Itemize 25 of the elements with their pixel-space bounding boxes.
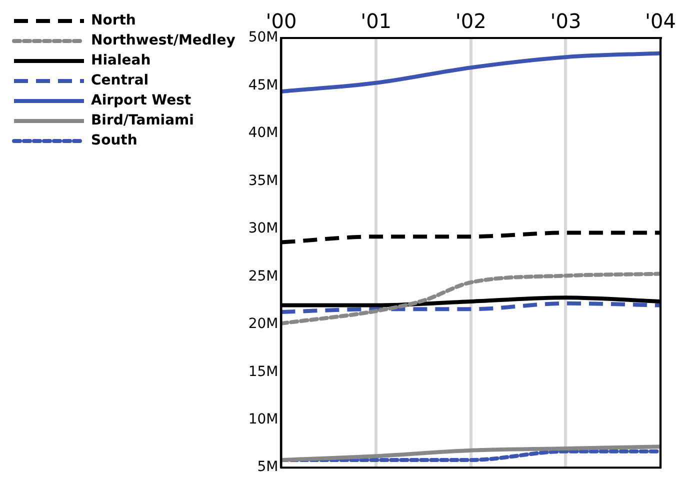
legend-label: South [91,132,138,149]
y-tick-label: 5M [257,459,278,476]
x-tick-label: '01 [360,9,392,34]
legend-label: Northwest/Medley [91,32,236,49]
line-series [281,51,661,94]
line-series [281,444,661,462]
y-tick-label: 40M [248,125,278,142]
x-tick-label: '02 [455,9,486,34]
legend-label: Bird/Tamiami [91,112,194,129]
y-tick-label: 45M [248,77,278,94]
legend-label: North [91,12,136,29]
legend-label: Central [91,72,149,89]
y-tick-label: 25M [248,268,278,284]
x-tick-label: '03 [550,9,582,34]
legend-label: Airport West [91,92,192,109]
x-tick-label: '04 [645,9,676,34]
y-tick-label: 15M [248,364,278,380]
y-tick-label: 50M [248,30,278,46]
y-tick-label: 20M [248,316,278,332]
y-tick-label: 30M [248,220,278,237]
y-tick-label: 10M [248,412,278,428]
line-series [281,301,661,314]
legend-label: Hialeah [91,52,151,69]
line-series [281,272,661,326]
y-tick-label: 35M [248,172,278,189]
